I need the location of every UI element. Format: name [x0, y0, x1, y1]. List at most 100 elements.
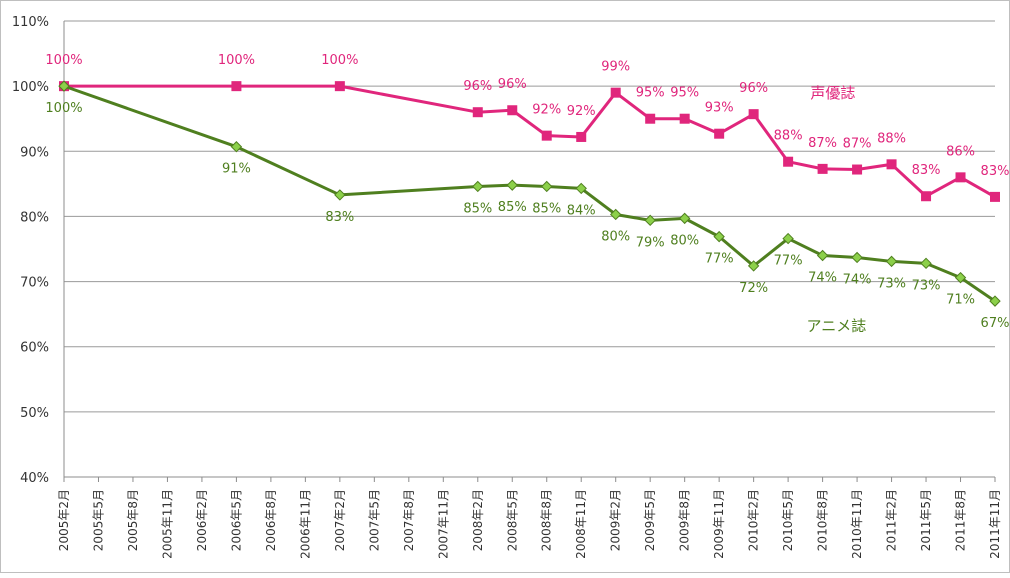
data-label: 93% — [705, 101, 734, 116]
data-label: 73% — [877, 276, 906, 291]
x-tick-label: 2008年11月 — [574, 489, 588, 559]
y-tick-label: 70% — [20, 276, 49, 291]
x-tick-label: 2009年5月 — [643, 489, 657, 551]
data-point — [576, 131, 587, 142]
data-label: 83% — [912, 163, 941, 178]
data-label: 100% — [45, 101, 82, 116]
x-tick-label: 2010年8月 — [816, 489, 830, 551]
x-tick-label: 2006年8月 — [264, 489, 278, 551]
data-point — [610, 87, 621, 98]
data-point — [748, 109, 759, 120]
data-point — [783, 156, 794, 167]
data-point — [230, 141, 243, 153]
x-tick-label: 2007年2月 — [333, 489, 347, 551]
data-point — [678, 212, 691, 225]
data-label: 83% — [325, 210, 354, 225]
data-point — [989, 295, 1001, 307]
data-label: 85% — [463, 201, 492, 216]
x-tick-label: 2008年2月 — [471, 489, 485, 551]
data-point — [334, 189, 346, 201]
x-tick-label: 2006年2月 — [195, 489, 209, 551]
x-tick-label: 2008年8月 — [540, 489, 554, 551]
data-label: 86% — [946, 144, 975, 159]
x-tick-label: 2005年5月 — [91, 489, 105, 551]
data-point — [885, 255, 898, 268]
x-tick-label: 2005年11月 — [160, 489, 174, 559]
data-point — [644, 214, 656, 227]
data-label: 77% — [774, 254, 803, 269]
data-label: 80% — [601, 229, 630, 244]
data-label: 92% — [532, 103, 561, 118]
x-tick-label: 2011年11月 — [988, 489, 1002, 559]
data-point — [852, 164, 863, 175]
data-point — [851, 251, 863, 264]
x-tick-label: 2006年11月 — [298, 489, 312, 559]
data-label: 92% — [567, 104, 596, 119]
data-point — [714, 128, 725, 139]
x-tick-label: 2010年11月 — [850, 489, 864, 559]
data-point — [990, 191, 1000, 202]
data-label: 100% — [321, 53, 358, 68]
data-point — [679, 113, 690, 124]
data-point — [334, 81, 345, 92]
data-point — [817, 163, 828, 174]
x-tick-label: 2009年11月 — [712, 489, 726, 559]
data-label: 96% — [739, 81, 768, 96]
data-point — [506, 179, 518, 191]
x-tick-label: 2010年5月 — [781, 489, 795, 551]
data-label: 87% — [843, 137, 872, 152]
series-name-label: 声優誌 — [810, 84, 855, 102]
data-label: 85% — [498, 200, 527, 215]
data-point — [955, 172, 966, 183]
data-point — [782, 232, 794, 245]
data-point — [920, 257, 932, 270]
data-point — [472, 180, 484, 193]
y-tick-label: 40% — [20, 471, 49, 486]
data-point — [58, 80, 70, 92]
y-tick-label: 90% — [20, 145, 49, 160]
data-label: 88% — [774, 129, 803, 144]
x-tick-label: 2006年5月 — [229, 489, 243, 551]
x-tick-label: 2010年2月 — [747, 489, 761, 551]
x-tick-label: 2005年2月 — [57, 489, 71, 551]
data-point — [886, 159, 897, 170]
x-tick-label: 2011年8月 — [954, 489, 968, 551]
data-label: 95% — [636, 86, 665, 101]
data-point — [645, 113, 656, 124]
data-label: 77% — [705, 252, 734, 267]
data-point — [954, 271, 967, 284]
data-label: 74% — [808, 271, 837, 286]
x-tick-label: 2007年11月 — [436, 489, 450, 559]
data-label: 96% — [498, 77, 527, 92]
data-label: 72% — [739, 281, 768, 296]
y-tick-label: 80% — [20, 210, 49, 225]
x-tick-label: 2011年5月 — [919, 489, 933, 551]
data-point — [713, 230, 725, 243]
y-tick-label: 50% — [20, 406, 49, 421]
data-point — [507, 105, 518, 116]
data-label: 100% — [45, 53, 82, 68]
x-tick-label: 2009年8月 — [678, 489, 692, 551]
data-label: 99% — [601, 60, 630, 75]
data-point — [816, 249, 829, 262]
data-label: 74% — [843, 272, 872, 287]
data-label: 96% — [463, 79, 492, 94]
data-label: 79% — [636, 235, 665, 250]
data-label: 71% — [946, 293, 975, 308]
data-label: 91% — [222, 162, 251, 177]
x-tick-label: 2011年2月 — [885, 489, 899, 551]
x-tick-label: 2008年5月 — [505, 489, 519, 551]
data-point — [472, 107, 483, 118]
data-label: 83% — [981, 164, 1010, 179]
x-tick-label: 2009年2月 — [609, 489, 623, 551]
data-point — [541, 130, 552, 141]
data-label: 73% — [912, 278, 941, 293]
data-point — [921, 191, 932, 202]
data-label: 100% — [218, 53, 255, 68]
x-tick-label: 2007年8月 — [402, 489, 416, 551]
y-tick-label: 60% — [20, 341, 49, 356]
data-label: 85% — [532, 201, 561, 216]
data-point — [747, 260, 760, 272]
